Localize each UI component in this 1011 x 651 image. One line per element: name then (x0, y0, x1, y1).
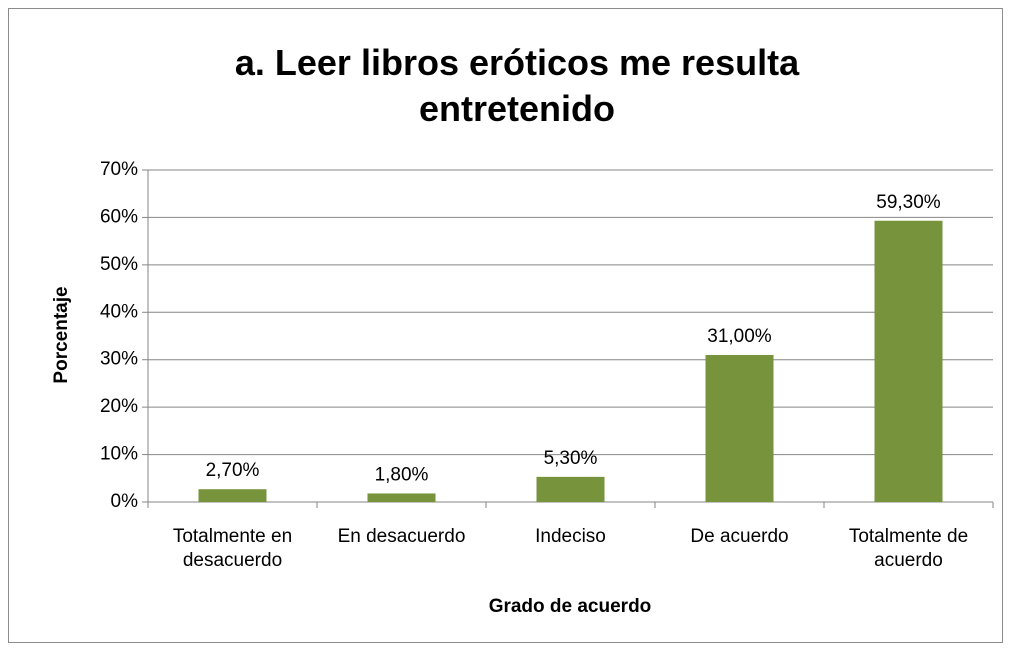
x-tick-label: Totalmente en desacuerdo (172, 526, 293, 571)
y-tick-label: 20% (100, 396, 138, 417)
bar (705, 354, 774, 502)
data-label: 5,30% (544, 448, 598, 469)
data-label: 59,30% (876, 192, 941, 213)
y-tick-label: 50% (100, 254, 138, 275)
x-tick-label: En desacuerdo (337, 526, 466, 547)
y-tick-label: 40% (100, 301, 138, 322)
y-tick-label: 0% (111, 491, 139, 512)
bar (367, 493, 436, 502)
bar (874, 220, 943, 502)
data-label: 1,80% (375, 464, 429, 485)
chart-border (8, 8, 1003, 643)
data-label: 31,00% (707, 326, 772, 347)
y-tick-label: 60% (100, 206, 138, 227)
x-tick-label: Indeciso (535, 526, 606, 547)
x-tick-label: De acuerdo (690, 526, 789, 547)
y-tick-label: 10% (100, 444, 138, 465)
y-tick-label: 30% (100, 349, 138, 370)
y-axis-label: Porcentaje (51, 286, 72, 384)
data-label: 2,70% (206, 460, 260, 481)
chart-title: a. Leer libros eróticos me resulta entre… (234, 42, 800, 129)
x-tick-label: Totalmente de acuerdo (848, 526, 969, 571)
x-axis-label: Grado de acuerdo (488, 596, 652, 617)
y-tick-label: 70% (100, 159, 138, 180)
bar (198, 489, 267, 502)
bar (536, 476, 605, 502)
